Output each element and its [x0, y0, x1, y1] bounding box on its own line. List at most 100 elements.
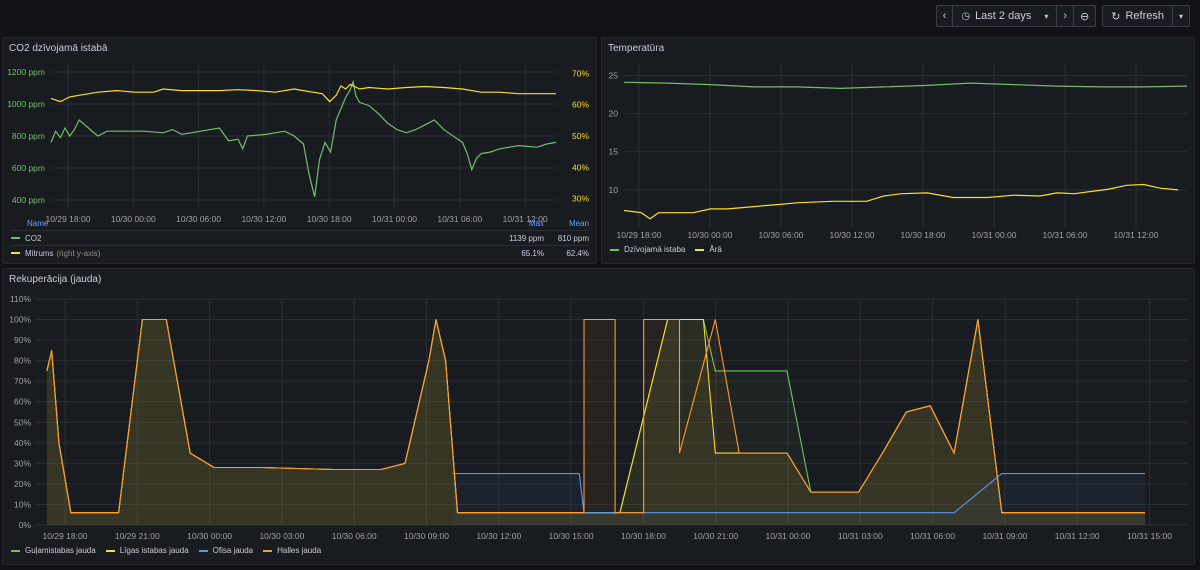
legend-swatch	[11, 237, 20, 239]
x-tick: 10/30 21:00	[693, 531, 738, 541]
time-range-label: Last 2 days	[975, 10, 1032, 22]
x-tick: 10/30 18:00	[901, 230, 946, 240]
co2-panel: CO2 dzīvojamā istabā 400 ppm 600 ppm 800 p…	[2, 37, 597, 264]
refresh-interval-dropdown[interactable]: ▾	[1173, 6, 1189, 26]
time-range-picker[interactable]: ◷ Last 2 days ▾	[953, 6, 1058, 26]
y-right-tick: 50%	[572, 131, 589, 141]
x-tick: 10/30 12:00	[476, 531, 521, 541]
x-tick: 10/31 06:00	[1043, 230, 1088, 240]
legend-header-name[interactable]: Name	[27, 218, 49, 228]
x-tick: 10/30 15:00	[549, 531, 594, 541]
clock-icon: ◷	[961, 10, 971, 22]
legend-suffix: (right y-axis)	[56, 248, 101, 258]
y-tick: 40%	[14, 438, 31, 448]
series-area-halles	[46, 318, 1145, 514]
legend-header-mean[interactable]: Mean	[568, 218, 589, 228]
legend-header-max[interactable]: Max	[528, 218, 544, 228]
legend-swatch	[11, 549, 20, 552]
zoom-out-button[interactable]: ⊖	[1074, 6, 1095, 26]
y-tick: 110%	[10, 294, 32, 304]
x-tick: 10/30 18:00	[307, 214, 352, 224]
refresh-group: ↻ Refresh ▾	[1102, 5, 1190, 27]
legend-header: Name Max Mean	[11, 216, 589, 230]
x-tick: 10/30 18:00	[621, 531, 666, 541]
legend-name: Līgas istabas jauda	[119, 546, 189, 555]
panel-title: CO2 dzīvojamā istabā	[9, 43, 108, 54]
legend-mean: 62.4%	[566, 248, 589, 258]
series-line-mitrums	[50, 83, 556, 103]
rekuperacija-chart[interactable]: 0% 10% 20% 30% 40% 50% 60% 70% 80% 90% 100% 110% 10/…	[3, 289, 1194, 547]
y-tick: 0%	[19, 520, 32, 530]
legend-row-co2[interactable]: CO2 1139 ppm 810 ppm	[11, 230, 589, 245]
panel-title: Rekuperācija (jauda)	[9, 274, 102, 285]
x-tick: 10/30 12:00	[241, 214, 286, 224]
legend-row-mitrums[interactable]: Mitrums (right y-axis) 65.1% 62.4%	[11, 245, 589, 260]
time-picker-group: ‹ ◷ Last 2 days ▾ › ⊖	[935, 5, 1097, 27]
y-right-tick: 60%	[572, 100, 589, 110]
x-tick: 10/31 00:00	[372, 214, 417, 224]
x-tick: 10/31 12:00	[1114, 230, 1159, 240]
legend-item-gulamistabas[interactable]: Guļamistabas jauda	[11, 546, 96, 555]
x-tick: 10/30 00:00	[688, 230, 733, 240]
x-tick: 10/30 06:00	[176, 214, 221, 224]
refresh-icon: ↻	[1111, 10, 1121, 23]
y-tick: 80%	[14, 356, 31, 366]
legend-name: Ārā	[709, 245, 722, 254]
legend-item-dzivojama[interactable]: Dzīvojamā istaba	[610, 245, 685, 254]
y-left-tick: 400 ppm	[12, 195, 45, 205]
y-right-tick: 40%	[572, 162, 589, 172]
y-tick: 10	[609, 185, 619, 195]
x-tick: 10/31 15:00	[1127, 531, 1172, 541]
x-tick: 10/29 21:00	[115, 531, 160, 541]
x-tick: 10/30 09:00	[404, 531, 449, 541]
legend-item-ofisa[interactable]: Ofisa jauda	[198, 546, 254, 555]
x-tick: 10/31 09:00	[982, 531, 1027, 541]
chevron-left-icon[interactable]: ‹	[937, 6, 954, 26]
x-tick: 10/29 18:00	[43, 531, 88, 541]
legend-item-ligas[interactable]: Līgas istabas jauda	[105, 546, 189, 555]
x-tick: 10/31 12:00	[503, 214, 548, 224]
x-tick: 10/30 06:00	[759, 230, 804, 240]
legend-swatch	[695, 248, 705, 251]
chevron-right-icon[interactable]: ›	[1057, 6, 1075, 26]
y-tick: 10%	[14, 499, 31, 509]
x-tick: 10/30 03:00	[259, 531, 304, 541]
series-line-ara	[623, 183, 1179, 220]
legend-name: Ofisa jauda	[212, 546, 254, 555]
chevron-down-icon: ▾	[1044, 11, 1049, 21]
legend-swatch	[11, 252, 20, 254]
legend-name: CO2	[25, 233, 42, 243]
temperature-chart[interactable]: 10 15 20 25 10/29 18:00 10/30 00:00 10/30 06:0…	[602, 58, 1194, 243]
x-tick: 10/30 00:00	[111, 214, 156, 224]
legend-item-ara[interactable]: Ārā	[695, 245, 722, 254]
y-tick: 70%	[14, 376, 31, 386]
legend-swatch	[263, 549, 273, 552]
x-tick: 10/31 00:00	[972, 230, 1017, 240]
y-tick: 20%	[14, 479, 31, 489]
temperature-legend: Dzīvojamā istaba Ārā	[610, 245, 722, 254]
co2-chart[interactable]: 400 ppm 600 ppm 800 ppm 1000 ppm 1200 ppm 30%…	[3, 58, 596, 238]
x-tick: 10/30 06:00	[332, 531, 377, 541]
chevron-down-icon: ▾	[1178, 11, 1183, 21]
refresh-button[interactable]: ↻ Refresh	[1103, 6, 1173, 26]
temperature-panel: Temperatūra 10 15 20 25 10/29 18:00 10/30 00:…	[601, 37, 1195, 264]
x-tick: 10/31 03:00	[838, 531, 883, 541]
y-tick: 60%	[14, 397, 31, 407]
series-line-co2	[50, 79, 557, 197]
x-tick: 10/30 12:00	[830, 230, 875, 240]
y-tick: 25	[609, 70, 619, 80]
co2-legend-table: Name Max Mean CO2 1139 ppm 810 ppm Mitru…	[11, 216, 589, 260]
x-tick: 10/31 06:00	[910, 531, 955, 541]
x-tick: 10/29 18:00	[46, 214, 91, 224]
legend-item-halles[interactable]: Halles jauda	[263, 546, 321, 555]
y-tick: 100%	[9, 315, 31, 325]
y-tick: 50%	[14, 417, 31, 427]
zoom-out-icon: ⊖	[1080, 10, 1090, 23]
rekuperacija-panel: Rekuperācija (jauda) 0% 10% 20% 30% 40% 50% 60…	[2, 268, 1195, 565]
rekuperacija-legend: Guļamistabas jauda Līgas istabas jauda O…	[11, 546, 321, 555]
refresh-label: Refresh	[1125, 10, 1164, 22]
y-right-tick: 70%	[572, 68, 589, 78]
y-tick: 20	[609, 109, 619, 119]
y-tick: 90%	[14, 335, 31, 345]
legend-swatch	[105, 549, 115, 552]
